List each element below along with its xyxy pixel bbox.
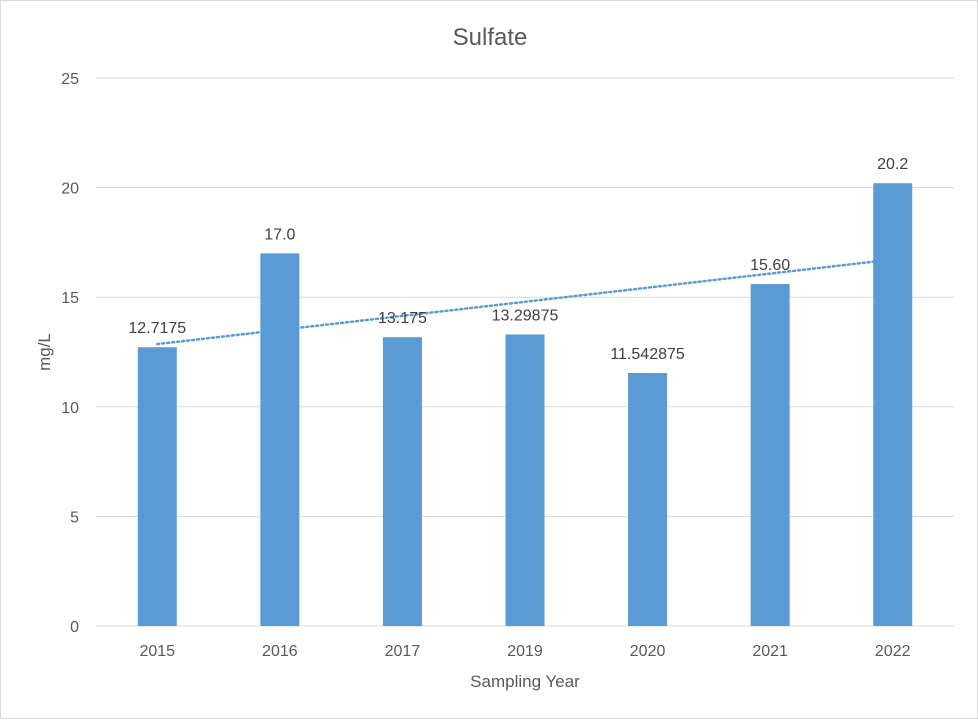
bar (382, 337, 422, 626)
x-axis-title: Sampling Year (470, 672, 580, 691)
bar (628, 372, 668, 626)
y-axis-title: mg/L (35, 333, 54, 371)
trendline-group (156, 258, 894, 346)
x-tick-label: 2021 (752, 643, 788, 660)
bar (137, 347, 177, 626)
x-tick-label: 2015 (139, 643, 175, 660)
x-tick-label: 2020 (630, 643, 666, 660)
data-label: 20.2 (877, 156, 908, 173)
data-label: 15.60 (750, 257, 790, 274)
trendline (156, 258, 894, 346)
y-axis-ticks: 0 5 10 15 20 25 (61, 71, 79, 636)
data-label: 12.7175 (128, 320, 186, 337)
data-label: 13.175 (378, 310, 427, 327)
bars (137, 183, 913, 627)
bar (873, 183, 913, 626)
data-label: 17.0 (264, 226, 295, 243)
y-tick-label: 25 (61, 71, 79, 88)
data-labels: 12.7175 17.0 13.175 13.29875 11.542875 15.60 2… (128, 156, 908, 363)
y-tick-label: 20 (61, 181, 79, 198)
data-label: 13.29875 (492, 307, 559, 324)
chart-title: Sulfate (453, 24, 528, 51)
y-tick-label: 10 (61, 400, 79, 417)
x-axis-ticks: 2015 2016 2017 2019 2020 2021 2022 (139, 643, 910, 660)
y-tick-label: 0 (70, 619, 79, 636)
x-tick-label: 2022 (875, 643, 911, 660)
bar (505, 334, 545, 626)
bar (260, 253, 300, 627)
data-label: 11.542875 (610, 346, 685, 363)
bar (750, 284, 790, 626)
x-tick-label: 2017 (385, 643, 421, 660)
x-tick-label: 2016 (262, 643, 298, 660)
x-tick-label: 2019 (507, 643, 543, 660)
y-tick-label: 15 (61, 290, 79, 307)
y-tick-label: 5 (70, 509, 79, 526)
